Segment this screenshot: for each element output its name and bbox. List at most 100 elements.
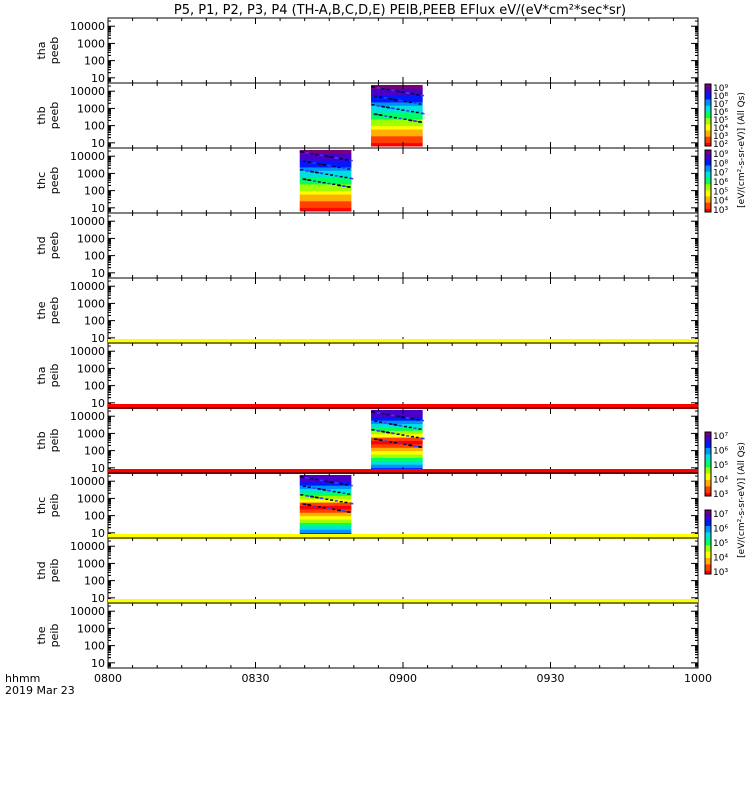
spectrogram-speckle bbox=[344, 159, 348, 161]
colorbar-tick-label: 10⁷ bbox=[713, 432, 728, 442]
colorbar-segment bbox=[705, 452, 711, 455]
spectrogram-speckle bbox=[391, 432, 395, 435]
spectrogram-speckle bbox=[334, 175, 338, 177]
spectrogram-speckle bbox=[379, 114, 383, 117]
panel-label-product: peeb bbox=[48, 167, 61, 195]
colorbar-segment bbox=[705, 201, 711, 204]
colorbar-segment bbox=[705, 198, 711, 201]
spectrogram-speckle bbox=[317, 506, 321, 508]
x-tick-label: 1000 bbox=[684, 672, 712, 685]
spectrogram-speckle bbox=[401, 109, 405, 111]
colorbar-segment bbox=[705, 190, 711, 193]
spectrogram-speckle bbox=[340, 158, 344, 160]
panel-label-probe: the bbox=[35, 301, 48, 319]
colorbar-segment bbox=[705, 438, 711, 441]
spectrogram-speckle bbox=[347, 186, 351, 188]
spectrogram-speckle bbox=[406, 92, 410, 94]
y-tick-label: 10000 bbox=[70, 215, 105, 228]
panel-frame bbox=[107, 537, 699, 604]
colorbar-segment bbox=[705, 473, 711, 476]
colorbar-segment bbox=[705, 454, 711, 457]
spectrogram-band bbox=[371, 464, 423, 469]
spectrogram-speckle bbox=[409, 444, 413, 447]
spectrogram-band bbox=[371, 125, 423, 130]
spectrogram-speckle bbox=[382, 106, 386, 108]
colorbar-segment bbox=[705, 130, 711, 133]
spectrogram-speckle bbox=[399, 425, 403, 427]
spectrogram-speckle bbox=[389, 116, 393, 118]
panel-label-product: peib bbox=[48, 494, 61, 518]
colorbar-segment bbox=[705, 97, 711, 100]
spectrogram-speckle bbox=[404, 100, 408, 103]
panel-thd-peeb: 10 100 1000 10000 thd peeb bbox=[35, 212, 699, 280]
spectrogram-speckle bbox=[394, 99, 398, 101]
colorbar-segment bbox=[705, 459, 711, 462]
colorbar-segment bbox=[705, 554, 711, 557]
spectrogram-band bbox=[299, 204, 352, 209]
y-tick-label: 10 bbox=[91, 72, 105, 85]
spectrogram-speckle bbox=[350, 177, 354, 180]
colorbar-segment bbox=[705, 441, 711, 444]
spectrogram-band bbox=[299, 187, 352, 192]
spectrogram-speckle bbox=[410, 435, 414, 438]
y-tick-label: 10000 bbox=[70, 410, 105, 423]
spectrogram-band bbox=[299, 156, 352, 161]
spectrogram-band bbox=[371, 108, 423, 113]
colorbar-segment bbox=[705, 472, 711, 475]
spectrogram-speckle bbox=[418, 103, 422, 105]
spectrogram-speckle bbox=[300, 494, 304, 496]
colorbar-segment bbox=[705, 107, 711, 110]
spectrogram-band bbox=[299, 207, 352, 212]
spectrogram-speckle bbox=[401, 91, 405, 94]
colorbar-segment bbox=[705, 179, 711, 182]
spectrogram-speckle bbox=[409, 119, 413, 122]
panel-label-probe: thd bbox=[35, 236, 48, 254]
spectrogram-band bbox=[299, 498, 352, 503]
spectrogram-speckle bbox=[398, 442, 402, 445]
spectrogram-band bbox=[371, 437, 423, 441]
colorbar-segment bbox=[705, 111, 711, 114]
colorbar-segment bbox=[705, 475, 711, 478]
colorbar-segment bbox=[705, 570, 711, 573]
spectrogram-speckle bbox=[300, 476, 304, 478]
spectrogram-band bbox=[299, 519, 352, 523]
spectrogram-band bbox=[371, 101, 423, 106]
colorbar-segment bbox=[705, 483, 711, 486]
colorbar-segment bbox=[705, 165, 711, 168]
colorbar-segment bbox=[705, 572, 711, 575]
spectrogram-speckle bbox=[306, 170, 310, 172]
spectrogram-band bbox=[371, 457, 423, 462]
y-tick-label: 10 bbox=[91, 202, 105, 215]
spectrogram-speckle bbox=[414, 120, 418, 123]
spectrogram-speckle bbox=[413, 427, 417, 429]
spectrogram-speckle bbox=[401, 416, 405, 419]
spectrogram-band bbox=[299, 150, 352, 154]
spectrogram-band bbox=[299, 160, 352, 165]
colorbar-segment bbox=[705, 510, 711, 513]
spectrogram-speckle bbox=[379, 421, 383, 423]
colorbar-segment bbox=[705, 151, 711, 154]
spectrogram-speckle bbox=[379, 439, 383, 442]
colorbar-segment bbox=[705, 128, 711, 131]
y-tick-label: 1000 bbox=[77, 297, 105, 310]
colorbar-segment bbox=[705, 460, 711, 463]
colorbar-segment bbox=[705, 135, 711, 138]
spectrogram-band bbox=[371, 443, 423, 448]
spectrogram-band bbox=[299, 475, 352, 479]
spectrogram-speckle bbox=[411, 93, 415, 95]
colorbar-segment bbox=[705, 451, 711, 454]
spectrogram-speckle bbox=[350, 502, 354, 505]
colorbar-segment bbox=[705, 449, 711, 452]
spectrogram-speckle bbox=[410, 110, 414, 113]
colorbar-segment bbox=[705, 538, 711, 541]
panel-label-probe: thb bbox=[35, 431, 48, 449]
spectrogram-speckle bbox=[334, 500, 338, 502]
spectrogram-speckle bbox=[342, 492, 346, 494]
spectrogram-speckle bbox=[381, 413, 385, 415]
spectrogram-speckle bbox=[322, 181, 326, 184]
colorbar-segment bbox=[705, 534, 711, 537]
spectrogram-speckle bbox=[399, 100, 403, 102]
spectrogram-speckle bbox=[421, 437, 425, 440]
spectrogram-speckle bbox=[338, 509, 342, 512]
